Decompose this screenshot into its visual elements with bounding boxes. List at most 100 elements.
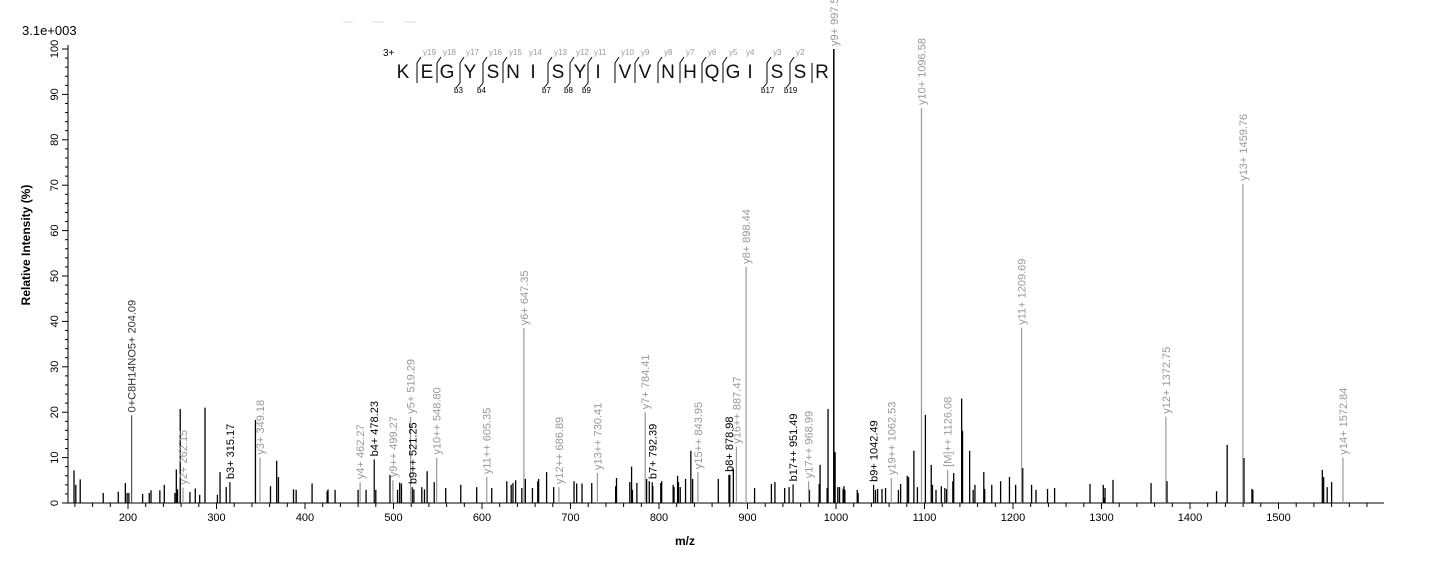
peaks xyxy=(73,49,1344,503)
peak-label: y7+ 784.41 xyxy=(640,354,652,409)
x-tick-label: 700 xyxy=(561,512,579,524)
y-tick-label: 40 xyxy=(49,315,61,327)
y-fragment-hook xyxy=(766,56,772,64)
peak-label: y10+ 1096.58 xyxy=(916,38,928,105)
x-tick-label: 200 xyxy=(119,512,137,524)
residue-letter: I xyxy=(747,62,752,83)
y-fragment-hook xyxy=(789,56,795,64)
residue-letter: G xyxy=(726,62,741,83)
y-fragment-hook xyxy=(436,56,442,64)
y-ion-index: y14 xyxy=(529,48,542,57)
residue-letter: S xyxy=(771,62,784,83)
residue-letter: H xyxy=(683,62,697,83)
b-ion-index: b4 xyxy=(477,86,486,95)
peak-label: b8+ 878.98 xyxy=(724,416,736,471)
residue-letter: K xyxy=(397,62,410,83)
b-fragment-hook xyxy=(565,82,571,89)
b-fragment-hook xyxy=(785,82,791,89)
b-fragment-hook xyxy=(543,82,549,89)
y-tick-label: 100 xyxy=(49,40,61,58)
y-fragment-hook xyxy=(614,56,620,64)
x-axis-title: m/z xyxy=(675,534,695,548)
y-ion-index: y16 xyxy=(489,48,502,57)
y-ion-index: y17 xyxy=(466,48,479,57)
peak-label: y17++ 968.99 xyxy=(804,411,816,478)
peak-label: b9+ 1042.49 xyxy=(869,420,881,481)
peak-label: b7+ 792.39 xyxy=(647,424,659,479)
x-tick-label: 1400 xyxy=(1178,512,1202,524)
peak-label: y5+ 519.29 xyxy=(406,359,418,414)
peak-label: b17++ 951.49 xyxy=(788,413,800,481)
peak-label: y11++ 605.35 xyxy=(482,408,494,474)
y-ion-index: y4 xyxy=(746,48,755,57)
residue-letter: S xyxy=(487,62,500,83)
x-tick-label: 600 xyxy=(473,512,491,524)
y-fragment-hook xyxy=(502,56,508,64)
y-tick-label: 80 xyxy=(49,134,61,146)
y-fragment-hook xyxy=(679,56,685,64)
precursor-charge: 3+ xyxy=(383,48,395,59)
x-tick-label: 1200 xyxy=(1001,512,1025,524)
y-fragment-hook xyxy=(416,56,422,64)
b-fragment-hook xyxy=(583,82,589,89)
b-ion-index: b7 xyxy=(542,86,551,95)
y-ion-index: y13 xyxy=(554,48,567,57)
y-tick-label: 20 xyxy=(49,406,61,418)
residue-letter: Y xyxy=(574,62,587,83)
residue-letter: Q xyxy=(705,62,720,83)
y-tick-label: 10 xyxy=(49,451,61,463)
x-tick-label: 900 xyxy=(738,512,756,524)
b-ion-index: b17 xyxy=(761,86,775,95)
y-ion-index: y12 xyxy=(576,48,589,57)
b-fragment-hook xyxy=(455,82,461,89)
y-ion-index: y18 xyxy=(443,48,456,57)
intensity-scale-label: 3.1e+003 xyxy=(22,23,77,38)
y-ion-index: y5 xyxy=(729,48,738,57)
peak-label: y2+ 262.15 xyxy=(178,430,190,485)
y-axis-title: Relative Intensity (%) xyxy=(19,185,33,306)
axes: 200 300 400 500 600 700 800 900 1000 1100 1200 1300… xyxy=(49,40,1384,524)
peak-label: b4+ 478.23 xyxy=(369,401,381,456)
y-fragment-hook xyxy=(569,56,575,64)
peak-labels: 0+C8H14NO5+ 204.09 y2+ 262.15 b3+ 315.17 y3… xyxy=(127,0,1350,485)
y-tick-label: 50 xyxy=(49,270,61,282)
residue-letter: S xyxy=(552,62,565,83)
residue-letter: V xyxy=(639,62,652,83)
y-ion-index: y2 xyxy=(796,48,805,57)
y-fragment-hook xyxy=(701,56,707,64)
y-tick-label: 30 xyxy=(49,361,61,373)
peak-label: 0+C8H14NO5+ 204.09 xyxy=(127,300,139,413)
b-ion-index: b3 xyxy=(454,86,463,95)
y-ion-index: y9 xyxy=(641,48,650,57)
residue-letter: Y xyxy=(464,62,477,83)
residue-letter: V xyxy=(619,62,632,83)
peak-label: b3+ 315.17 xyxy=(225,424,237,479)
y-tick-label: 0 xyxy=(49,500,61,506)
y-fragment-hook xyxy=(657,56,663,64)
x-tick-label: 500 xyxy=(384,512,402,524)
peak-label: y8+ 898.44 xyxy=(741,209,753,264)
peak-label: y16++ 887.47 xyxy=(731,376,743,443)
y-ion-index: y6 xyxy=(708,48,717,57)
b-fragment-hook xyxy=(478,82,484,89)
x-tick-label: 1500 xyxy=(1266,512,1290,524)
y-ion-index: y15 xyxy=(509,48,522,57)
peak-label: y9+ 997.51 xyxy=(829,0,841,46)
y-fragment-hook xyxy=(722,56,728,64)
x-tick-label: 800 xyxy=(650,512,668,524)
residue-letter: N xyxy=(661,62,675,83)
b-ion-index: b9 xyxy=(582,86,591,95)
peak-label: y12+ 1372.75 xyxy=(1161,347,1173,414)
residue-letter: I xyxy=(595,62,600,83)
peak-label: y6+ 647.35 xyxy=(519,270,531,325)
x-tick-label: 1000 xyxy=(824,512,848,524)
peak-label: y19++ 1062.53 xyxy=(886,402,898,475)
residue-letter: G xyxy=(440,62,455,83)
peak-label: y13+ 1459.76 xyxy=(1238,114,1250,181)
y-fragment-hook xyxy=(634,56,640,64)
y-tick-label: 70 xyxy=(49,179,61,191)
y-tick-label: 60 xyxy=(49,224,61,236)
peak-label: y4+ 462.27 xyxy=(355,424,367,479)
